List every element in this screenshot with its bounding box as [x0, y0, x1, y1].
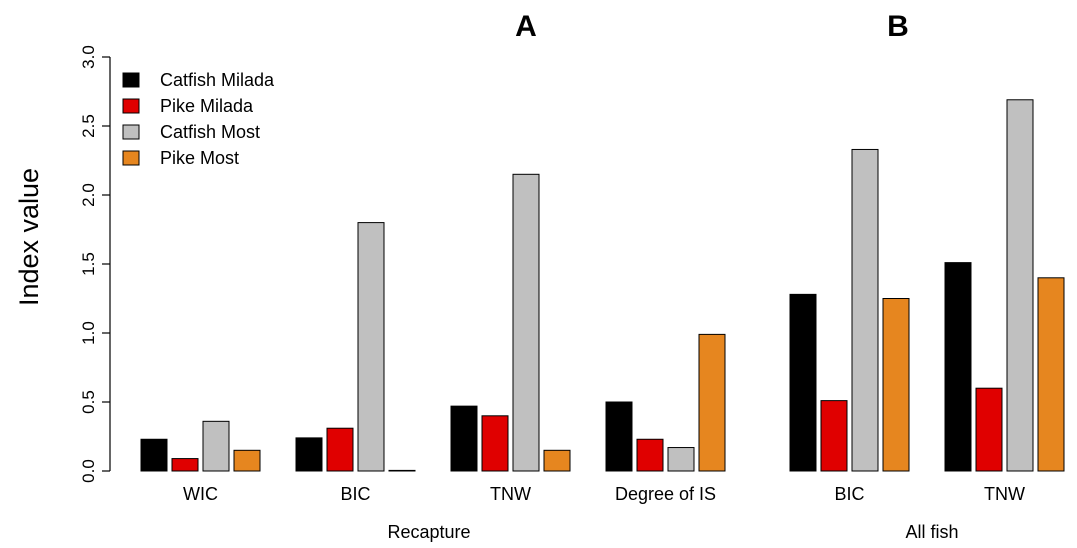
legend-swatch: [122, 72, 140, 88]
bar: [851, 148, 879, 472]
bar: [171, 458, 199, 472]
bar: [1037, 277, 1065, 472]
legend-label: Catfish Milada: [160, 70, 275, 90]
bar: [820, 400, 848, 472]
bars: [140, 99, 1065, 472]
category-label: WIC: [183, 484, 218, 504]
bar: [326, 427, 354, 472]
category-label: TNW: [490, 484, 531, 504]
y-tick-label: 1.5: [79, 252, 98, 276]
category-label: BIC: [340, 484, 370, 504]
bar: [636, 438, 664, 472]
bar: [789, 293, 817, 472]
group-labels: Recapture All fish: [387, 522, 958, 542]
bar: [944, 262, 972, 472]
y-tick-label: 0.0: [79, 459, 98, 483]
bar: [1006, 99, 1034, 472]
bar: [481, 415, 509, 472]
bar: [543, 449, 571, 472]
y-tick-label: 2.0: [79, 183, 98, 207]
bar: [450, 405, 478, 472]
group-label: All fish: [905, 522, 958, 542]
bar: [202, 420, 230, 472]
legend-swatch: [122, 98, 140, 114]
legend: Catfish Milada Pike Milada Catfish Most Pik…: [122, 70, 275, 168]
bar: [140, 438, 168, 472]
group-label: Recapture: [387, 522, 470, 542]
y-tick-label: 2.5: [79, 114, 98, 138]
bar: [975, 387, 1003, 472]
legend-label: Pike Milada: [160, 96, 254, 116]
y-tick-label: 3.0: [79, 45, 98, 69]
y-tick-label: 0.5: [79, 390, 98, 414]
legend-swatch: [122, 150, 140, 166]
bar: [233, 449, 261, 472]
bar: [882, 298, 910, 472]
bar: [295, 437, 323, 472]
bar: [357, 222, 385, 472]
panel-label: B: [887, 10, 909, 43]
y-tick-label: 1.0: [79, 321, 98, 345]
bar: [667, 447, 695, 472]
legend-label: Pike Most: [160, 148, 239, 168]
legend-label: Catfish Most: [160, 122, 260, 142]
legend-swatch: [122, 124, 140, 140]
category-labels: WIC BIC TNW Degree of IS BIC TNW: [183, 484, 1025, 504]
bar: [698, 333, 726, 472]
y-axis-label: Index value: [14, 168, 44, 306]
bar: [605, 401, 633, 472]
category-label: TNW: [984, 484, 1025, 504]
category-label: BIC: [834, 484, 864, 504]
panel-label: A: [515, 10, 537, 43]
y-axis: 0.0 0.5 1.0 1.5 2.0 2.5 3.0: [79, 45, 111, 483]
bar: [388, 469, 416, 472]
bar: [512, 173, 540, 472]
category-label: Degree of IS: [615, 484, 716, 504]
